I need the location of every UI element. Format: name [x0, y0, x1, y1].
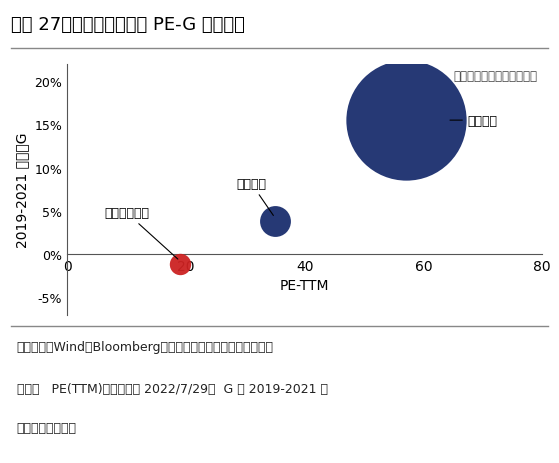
X-axis label: PE-TTM: PE-TTM: [280, 279, 329, 293]
Point: [271, 218, 280, 225]
Point: [401, 117, 410, 125]
Text: 资料来源：Wind，Bloomberg，兴业证券经济与金融研究院整理: 资料来源：Wind，Bloomberg，兴业证券经济与金融研究院整理: [17, 340, 274, 353]
Text: 备注：   PE(TTM)截止日期为 2022/7/29，  G 为 2019-2021 年: 备注： PE(TTM)截止日期为 2022/7/29， G 为 2019-202…: [17, 382, 328, 395]
Text: 的净利润复合增速: 的净利润复合增速: [17, 421, 77, 434]
Text: 丘比株式会社: 丘比株式会社: [104, 206, 178, 260]
Text: 涪陵榨菜: 涪陵榨菜: [236, 177, 273, 216]
Point: [176, 261, 184, 269]
Y-axis label: 2019-2021 年复合G: 2019-2021 年复合G: [15, 132, 29, 247]
Text: 图表 27、调味品中外龙头 PE-G 估值对比: 图表 27、调味品中外龙头 PE-G 估值对比: [11, 16, 245, 34]
Text: 气泡大小：总市值（亿元）: 气泡大小：总市值（亿元）: [453, 70, 538, 83]
Text: 海天味业: 海天味业: [450, 114, 498, 127]
